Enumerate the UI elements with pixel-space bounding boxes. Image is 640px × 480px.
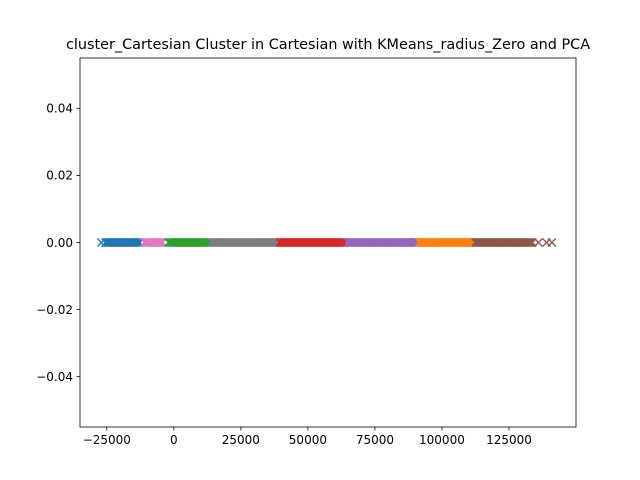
x-tick-label: −25000	[83, 433, 131, 447]
y-tick-label: 0.00	[46, 236, 73, 250]
data-point	[131, 238, 140, 247]
cluster-series	[139, 238, 168, 247]
data-point	[336, 238, 346, 247]
cluster-series	[470, 238, 557, 247]
data-point	[96, 238, 106, 247]
x-tick-label: 25000	[222, 433, 260, 447]
cluster-series	[164, 238, 214, 247]
y-axis: 0.04 0.02 0.00 −0.02 −0.04	[36, 102, 80, 384]
data-point	[534, 238, 543, 247]
cluster-series	[414, 238, 479, 247]
data-point	[132, 238, 142, 247]
data-marks	[96, 238, 557, 247]
cluster-series	[275, 238, 350, 247]
x-tick-label: 50000	[289, 433, 327, 447]
data-point	[524, 238, 534, 247]
x-tick-label: 0	[170, 433, 178, 447]
data-point	[133, 238, 143, 247]
data-point	[200, 238, 210, 247]
x-tick-label: 125000	[486, 433, 532, 447]
y-tick-label: 0.04	[46, 102, 73, 116]
data-point	[547, 238, 557, 247]
data-point	[153, 238, 163, 247]
y-tick-label: 0.02	[46, 169, 73, 183]
cluster-series	[343, 238, 423, 247]
data-point	[154, 238, 164, 247]
x-tick-label: 75000	[356, 433, 394, 447]
data-point	[523, 238, 533, 247]
chart-title: cluster_Cartesian Cluster in Cartesian w…	[66, 37, 590, 53]
axes-frame	[79, 57, 577, 428]
y-tick-label: −0.04	[36, 370, 73, 384]
data-point	[526, 238, 536, 247]
data-point	[525, 238, 535, 247]
y-tick-label: −0.02	[36, 303, 73, 317]
cluster-series	[96, 238, 145, 247]
x-axis: −25000 0 25000 50000 75000 100000 125000	[83, 427, 532, 447]
x-tick-label: 100000	[419, 433, 465, 447]
cluster-series	[206, 238, 283, 247]
data-point	[155, 238, 165, 247]
data-point	[157, 238, 166, 247]
